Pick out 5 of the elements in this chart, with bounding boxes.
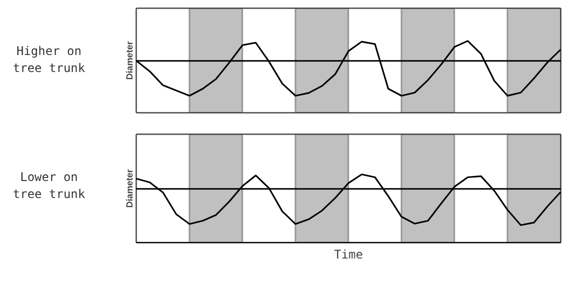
- x-axis-title: Time: [334, 248, 363, 262]
- y-axis-title: Diameter: [124, 168, 134, 208]
- chart-title: Lower on tree trunk: [12, 169, 86, 204]
- text: Higher on tree trunk: [12, 43, 86, 78]
- y-axis-title: Diameter: [124, 40, 134, 80]
